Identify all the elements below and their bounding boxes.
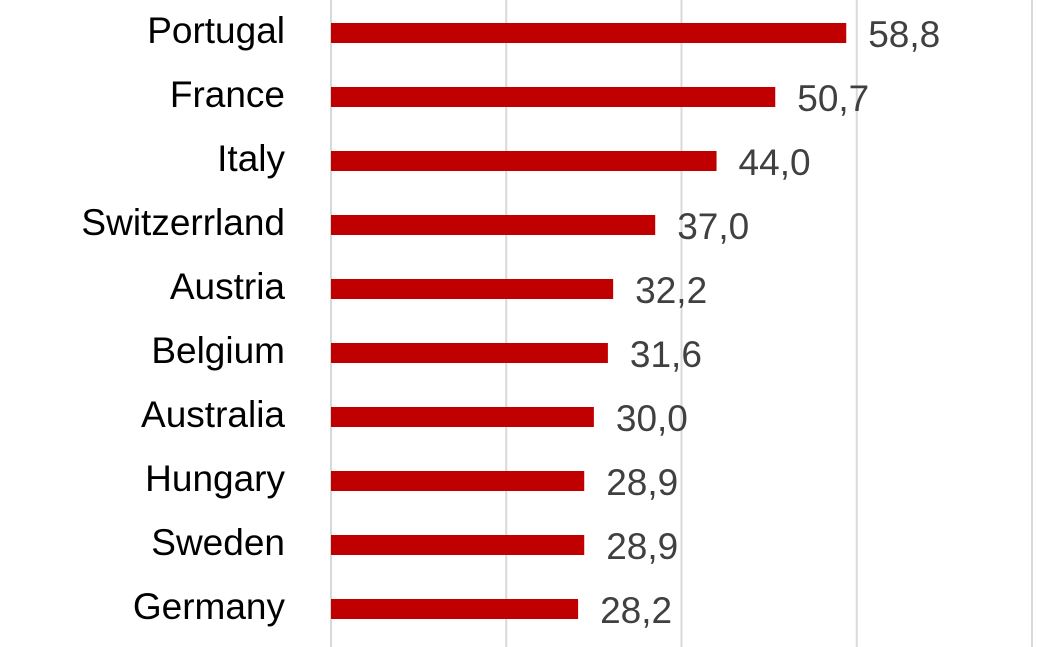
value-label: 32,2 <box>635 270 707 311</box>
bar <box>331 407 594 427</box>
category-label: Switzerrland <box>81 202 285 243</box>
bar <box>331 151 717 171</box>
bar <box>331 279 614 299</box>
bar <box>331 87 776 107</box>
value-label: 30,0 <box>616 398 688 439</box>
bar <box>331 343 608 363</box>
value-label: 31,6 <box>630 334 702 375</box>
category-label: Australia <box>141 394 285 435</box>
category-label: Portugal <box>147 10 285 51</box>
category-label: Italy <box>217 138 285 179</box>
category-label: Belgium <box>151 330 285 371</box>
bar <box>331 535 585 555</box>
category-label: Hungary <box>145 458 285 499</box>
category-label: France <box>170 74 285 115</box>
bar <box>331 471 585 491</box>
bar <box>331 215 656 235</box>
value-label: 58,8 <box>868 14 940 55</box>
value-label: 28,2 <box>600 590 672 631</box>
bar <box>331 23 847 43</box>
value-label: 50,7 <box>797 78 869 119</box>
category-label: Austria <box>170 266 286 307</box>
value-label: 28,9 <box>606 462 678 503</box>
value-label: 28,9 <box>606 526 678 567</box>
value-label: 37,0 <box>677 206 749 247</box>
bar <box>331 599 579 619</box>
value-label: 44,0 <box>739 142 811 183</box>
category-label: Sweden <box>151 522 285 563</box>
category-label: Germany <box>133 586 286 627</box>
